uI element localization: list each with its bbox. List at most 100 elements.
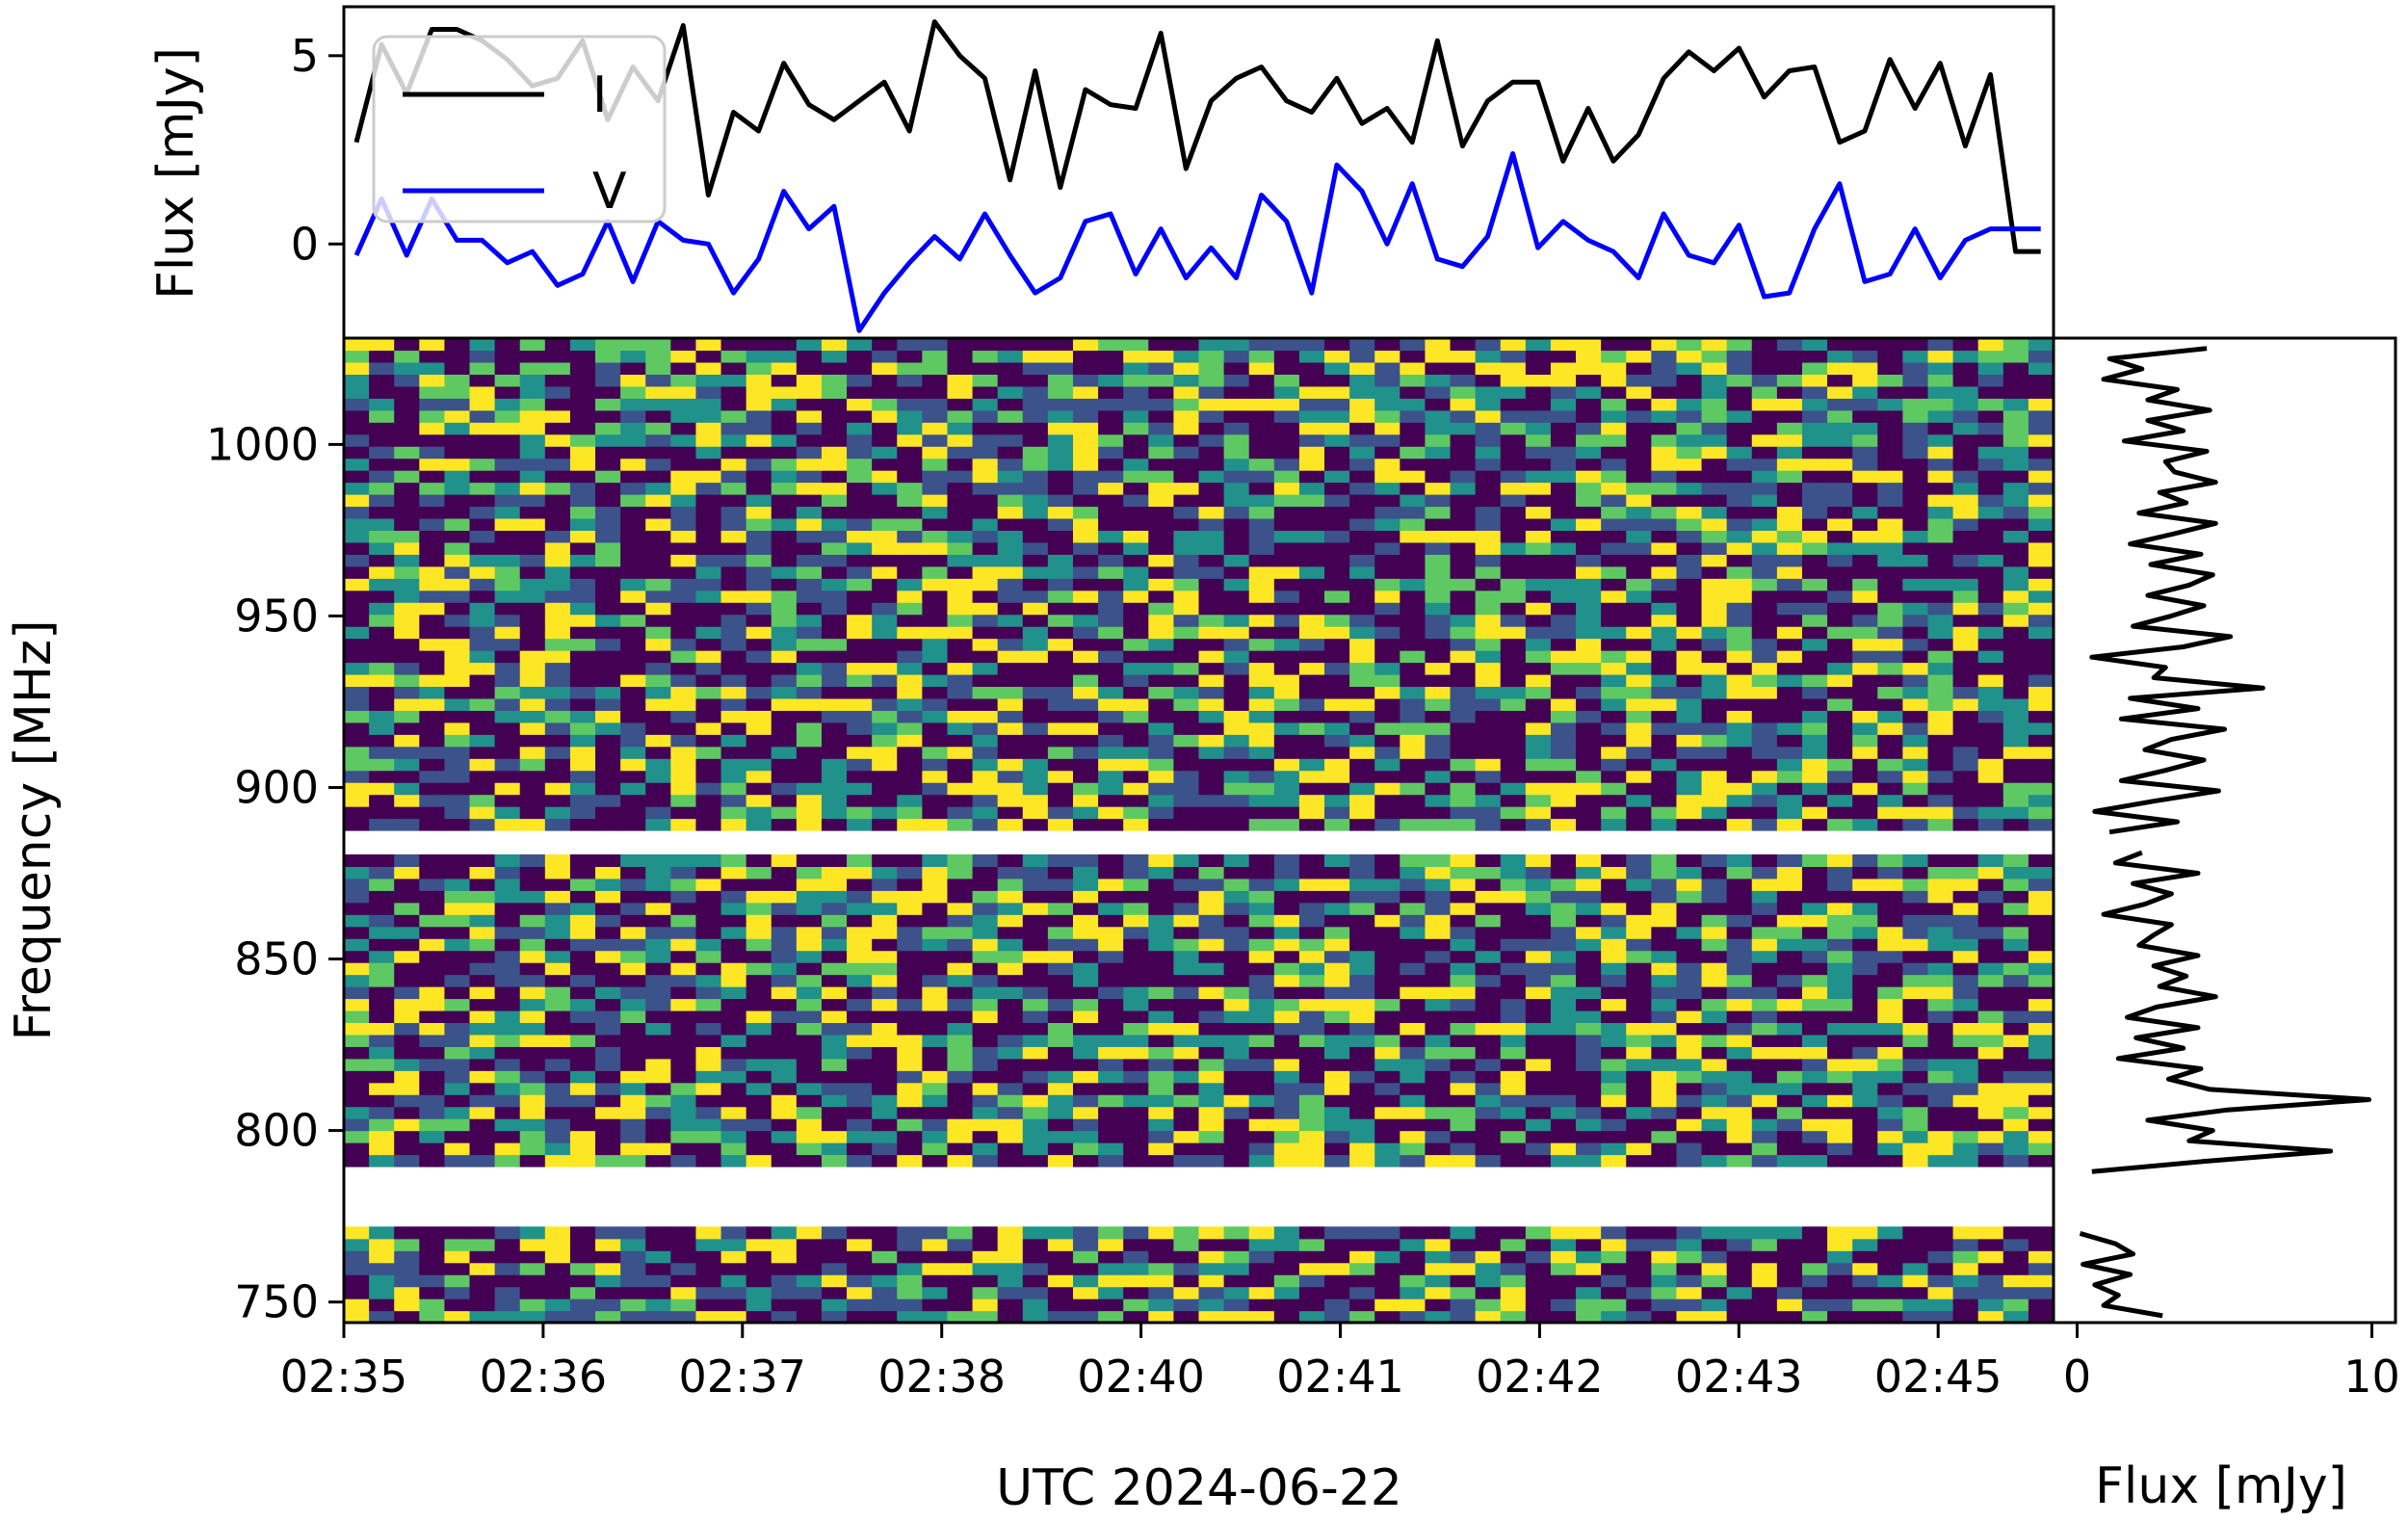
heatmap-cell bbox=[2028, 1142, 2055, 1156]
heatmap-cell bbox=[1450, 938, 1477, 952]
heatmap-cell bbox=[796, 1226, 823, 1240]
heatmap-cell bbox=[1022, 433, 1049, 447]
heatmap-cell bbox=[419, 1310, 446, 1324]
heatmap-cell bbox=[1877, 638, 1903, 651]
heatmap-cell bbox=[569, 878, 596, 891]
heatmap-cell bbox=[1324, 758, 1350, 772]
heatmap-cell bbox=[544, 1274, 571, 1288]
heatmap-cell bbox=[847, 541, 873, 555]
heatmap-cell bbox=[1927, 1118, 1954, 1132]
heatmap-cell bbox=[1072, 482, 1099, 495]
heatmap-cell bbox=[1223, 890, 1250, 904]
heatmap-cell bbox=[444, 433, 471, 447]
heatmap-cell bbox=[1374, 638, 1400, 651]
heatmap-cell bbox=[1852, 1142, 1878, 1156]
heatmap-cell bbox=[1148, 673, 1174, 688]
heatmap-cell bbox=[972, 1154, 999, 1168]
heatmap-cell bbox=[1400, 374, 1426, 387]
heatmap-cell bbox=[1425, 902, 1452, 915]
heatmap-cell bbox=[1676, 794, 1703, 807]
heatmap-cell bbox=[344, 962, 370, 976]
heatmap-cell bbox=[1500, 506, 1527, 519]
heatmap-cell bbox=[847, 746, 873, 759]
heatmap-cell bbox=[1324, 1299, 1350, 1312]
heatmap-cell bbox=[695, 530, 722, 543]
heatmap-cell bbox=[1022, 878, 1049, 891]
heatmap-cell bbox=[1601, 626, 1627, 640]
heatmap-cell bbox=[1198, 1262, 1225, 1275]
heatmap-cell bbox=[1047, 1238, 1074, 1251]
heatmap-cell bbox=[1298, 890, 1325, 904]
heatmap-cell bbox=[645, 409, 671, 423]
heatmap-cell bbox=[1248, 1262, 1275, 1275]
heatmap-cell bbox=[1877, 722, 1903, 735]
heatmap-cell bbox=[394, 458, 420, 471]
heatmap-cell bbox=[369, 614, 395, 627]
heatmap-cell bbox=[872, 866, 898, 879]
heatmap-cell bbox=[670, 385, 697, 399]
heatmap-cell bbox=[897, 818, 923, 831]
heatmap-cell bbox=[872, 1130, 898, 1143]
heatmap-cell bbox=[1173, 686, 1200, 699]
heatmap-cell bbox=[419, 602, 446, 616]
heatmap-cell bbox=[720, 662, 747, 675]
heatmap-cell bbox=[997, 962, 1024, 976]
heatmap-cell bbox=[1173, 398, 1200, 411]
heatmap-cell bbox=[469, 1130, 496, 1143]
heatmap-cell bbox=[1927, 914, 1954, 928]
heatmap-cell bbox=[2002, 409, 2029, 423]
heatmap-cell bbox=[544, 482, 571, 495]
heatmap-cell bbox=[1550, 517, 1577, 532]
heatmap-cell bbox=[1902, 1299, 1929, 1312]
heatmap-cell bbox=[1022, 1238, 1049, 1251]
heatmap-cell bbox=[1902, 578, 1929, 591]
heatmap-cell bbox=[595, 1250, 621, 1264]
heatmap-cell bbox=[847, 1299, 873, 1312]
heatmap-cell bbox=[746, 422, 772, 435]
heatmap-cell bbox=[419, 878, 446, 891]
heatmap-cell bbox=[1952, 734, 1979, 748]
heatmap-cell bbox=[1827, 734, 1853, 748]
heatmap-cell bbox=[1374, 530, 1400, 543]
heatmap-cell bbox=[1927, 1310, 1954, 1324]
heatmap-cell bbox=[1550, 746, 1577, 759]
heatmap-cell bbox=[494, 722, 521, 735]
heatmap-cell bbox=[469, 866, 496, 879]
heatmap-cell bbox=[1952, 385, 1979, 399]
heatmap-cell bbox=[1425, 686, 1452, 699]
heatmap-cell bbox=[569, 1250, 596, 1264]
heatmap-cell bbox=[1801, 578, 1828, 591]
heatmap-cell bbox=[720, 746, 747, 759]
heatmap-cell bbox=[695, 722, 722, 735]
heatmap-cell bbox=[2028, 422, 2055, 435]
heatmap-cell bbox=[872, 1286, 898, 1299]
heatmap-cell bbox=[897, 1262, 923, 1275]
heatmap-cell bbox=[1123, 565, 1149, 579]
heatmap-cell bbox=[997, 565, 1024, 579]
heatmap-cell bbox=[620, 1046, 646, 1060]
heatmap-cell bbox=[872, 950, 898, 963]
heatmap-cell bbox=[1977, 734, 2004, 748]
heatmap-cell bbox=[1877, 1130, 1903, 1143]
heatmap-cell bbox=[444, 1010, 471, 1024]
heatmap-cell bbox=[1098, 385, 1124, 399]
heatmap-cell bbox=[1676, 914, 1703, 928]
heatmap-cell bbox=[1626, 697, 1652, 711]
heatmap-cell bbox=[1751, 482, 1778, 495]
heatmap-cell bbox=[1500, 806, 1527, 820]
heatmap-cell bbox=[847, 1022, 873, 1036]
heatmap-cell bbox=[1273, 902, 1300, 915]
heatmap-cell bbox=[2028, 938, 2055, 952]
heatmap-cell bbox=[821, 650, 848, 664]
heatmap-cell bbox=[595, 686, 621, 699]
heatmap-cell bbox=[2002, 818, 2029, 831]
heatmap-cell bbox=[569, 974, 596, 987]
heatmap-cell bbox=[1123, 578, 1149, 591]
heatmap-cell bbox=[1400, 470, 1426, 484]
heatmap-cell bbox=[1676, 1274, 1703, 1288]
heatmap-cell bbox=[1576, 530, 1602, 543]
heatmap-cell bbox=[620, 974, 646, 987]
heatmap-cell bbox=[897, 1058, 923, 1071]
heatmap-cell bbox=[897, 506, 923, 519]
